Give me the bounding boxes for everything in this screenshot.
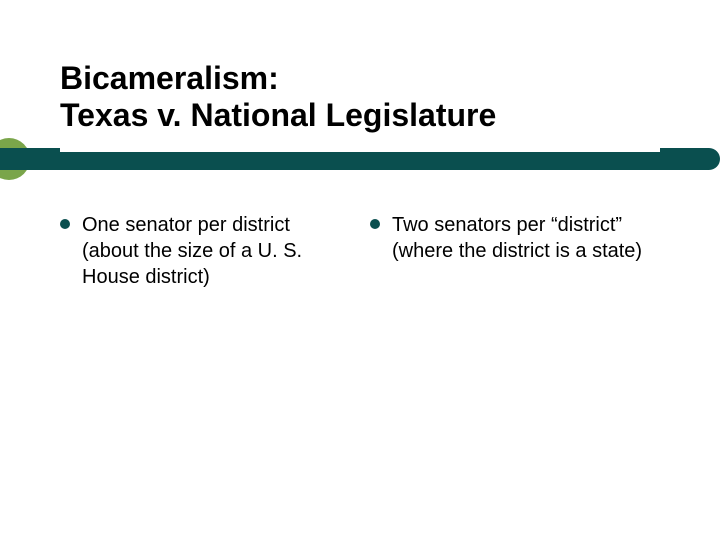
title-block: Bicameralism: Texas v. National Legislat… [60,60,660,152]
bullet-icon [60,219,70,229]
bullet-text-left: One senator per district (about the size… [82,212,350,290]
slide: Bicameralism: Texas v. National Legislat… [0,0,720,540]
column-left: One senator per district (about the size… [60,212,350,290]
title-line-2: Texas v. National Legislature [60,97,660,134]
column-right: Two senators per “district” (where the d… [370,212,660,290]
title-line-1: Bicameralism: [60,60,660,97]
bullet-icon [370,219,380,229]
bullet-text-right: Two senators per “district” (where the d… [392,212,660,264]
content-columns: One senator per district (about the size… [60,212,660,290]
